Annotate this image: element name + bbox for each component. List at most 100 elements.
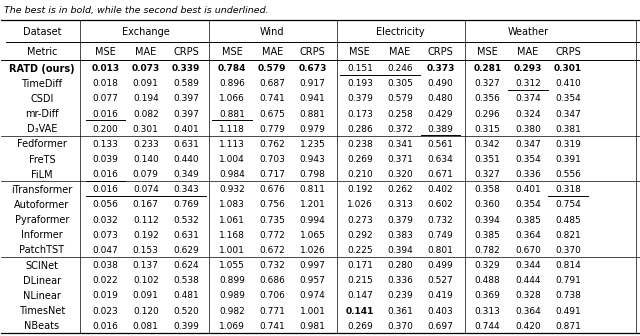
Text: 1.066: 1.066 — [219, 94, 245, 103]
Text: 0.491: 0.491 — [556, 306, 581, 316]
Text: 0.527: 0.527 — [428, 276, 453, 285]
Text: 0.238: 0.238 — [347, 140, 372, 149]
Text: 0.151: 0.151 — [347, 64, 372, 73]
Text: 0.167: 0.167 — [133, 201, 159, 209]
Text: 0.364: 0.364 — [515, 231, 541, 240]
Text: 0.369: 0.369 — [475, 291, 500, 300]
Text: 0.391: 0.391 — [555, 155, 581, 164]
Text: 0.982: 0.982 — [219, 306, 245, 316]
Text: RATD (ours): RATD (ours) — [9, 64, 75, 74]
Text: 0.360: 0.360 — [475, 201, 500, 209]
Text: 0.762: 0.762 — [259, 140, 285, 149]
Text: 0.634: 0.634 — [428, 155, 453, 164]
Text: 0.732: 0.732 — [428, 216, 453, 225]
Text: 0.706: 0.706 — [259, 291, 285, 300]
Text: 0.073: 0.073 — [93, 231, 118, 240]
Text: 0.269: 0.269 — [347, 155, 372, 164]
Text: 0.141: 0.141 — [346, 306, 374, 316]
Text: 0.233: 0.233 — [133, 140, 159, 149]
Text: Exchange: Exchange — [122, 27, 170, 37]
Text: 0.364: 0.364 — [515, 306, 541, 316]
Text: 0.380: 0.380 — [515, 125, 541, 134]
Text: 0.754: 0.754 — [556, 201, 581, 209]
Text: 0.811: 0.811 — [300, 185, 326, 194]
Text: 1.083: 1.083 — [219, 201, 245, 209]
Text: 0.403: 0.403 — [428, 306, 453, 316]
Text: 0.480: 0.480 — [428, 94, 453, 103]
Text: 0.499: 0.499 — [428, 261, 453, 270]
Text: 0.354: 0.354 — [515, 201, 541, 209]
Text: 1.069: 1.069 — [219, 322, 245, 331]
Text: 0.215: 0.215 — [347, 276, 372, 285]
Text: 0.082: 0.082 — [133, 110, 159, 119]
Text: 0.686: 0.686 — [259, 276, 285, 285]
Text: 0.194: 0.194 — [133, 94, 159, 103]
Text: 0.133: 0.133 — [93, 140, 118, 149]
Text: 0.673: 0.673 — [298, 64, 327, 73]
Text: 0.305: 0.305 — [387, 79, 413, 88]
Text: 0.347: 0.347 — [556, 110, 581, 119]
Text: 0.327: 0.327 — [475, 170, 500, 179]
Text: 1.026: 1.026 — [300, 246, 325, 255]
Text: 0.077: 0.077 — [93, 94, 118, 103]
Text: 0.738: 0.738 — [555, 291, 581, 300]
Text: PatchTST: PatchTST — [19, 245, 65, 255]
Text: 0.979: 0.979 — [300, 125, 326, 134]
Text: 0.318: 0.318 — [555, 185, 581, 194]
Text: NLinear: NLinear — [23, 291, 61, 301]
Text: 0.772: 0.772 — [259, 231, 285, 240]
Text: 0.315: 0.315 — [475, 125, 500, 134]
Text: MAE: MAE — [517, 47, 538, 57]
Text: 0.798: 0.798 — [300, 170, 326, 179]
Text: 0.301: 0.301 — [133, 125, 159, 134]
Text: 0.629: 0.629 — [173, 246, 199, 255]
Text: 0.624: 0.624 — [173, 261, 199, 270]
Text: 0.328: 0.328 — [515, 291, 541, 300]
Text: 0.120: 0.120 — [133, 306, 159, 316]
Text: 0.735: 0.735 — [259, 216, 285, 225]
Text: 0.336: 0.336 — [515, 170, 541, 179]
Text: 0.313: 0.313 — [387, 201, 413, 209]
Text: 0.397: 0.397 — [173, 110, 199, 119]
Text: 0.225: 0.225 — [347, 246, 372, 255]
Text: 0.871: 0.871 — [555, 322, 581, 331]
Text: 0.917: 0.917 — [300, 79, 326, 88]
Text: 0.389: 0.389 — [428, 125, 453, 134]
Text: 0.354: 0.354 — [515, 155, 541, 164]
Text: 0.394: 0.394 — [475, 216, 500, 225]
Text: 0.349: 0.349 — [173, 170, 199, 179]
Text: 0.671: 0.671 — [428, 170, 453, 179]
Text: 0.246: 0.246 — [387, 64, 413, 73]
Text: 0.602: 0.602 — [428, 201, 453, 209]
Text: 0.032: 0.032 — [93, 216, 118, 225]
Text: 0.343: 0.343 — [173, 185, 199, 194]
Text: 0.410: 0.410 — [556, 79, 581, 88]
Text: 0.896: 0.896 — [219, 79, 245, 88]
Text: 0.372: 0.372 — [387, 125, 413, 134]
Text: 0.676: 0.676 — [259, 185, 285, 194]
Text: 0.370: 0.370 — [555, 246, 581, 255]
Text: 0.749: 0.749 — [428, 231, 453, 240]
Text: 0.262: 0.262 — [387, 185, 413, 194]
Text: 0.672: 0.672 — [259, 246, 285, 255]
Text: TimeDiff: TimeDiff — [22, 79, 63, 89]
Text: 0.320: 0.320 — [387, 170, 413, 179]
Text: 0.440: 0.440 — [173, 155, 199, 164]
Text: mr-Diff: mr-Diff — [25, 109, 59, 119]
Text: 0.981: 0.981 — [300, 322, 326, 331]
Text: 0.373: 0.373 — [426, 64, 454, 73]
Text: NBeats: NBeats — [24, 321, 60, 331]
Text: 0.358: 0.358 — [475, 185, 500, 194]
Text: 0.394: 0.394 — [387, 246, 413, 255]
Text: MAE: MAE — [262, 47, 283, 57]
Text: MSE: MSE — [221, 47, 243, 57]
Text: 0.402: 0.402 — [428, 185, 453, 194]
Text: CRPS: CRPS — [173, 47, 199, 57]
Text: 0.429: 0.429 — [428, 110, 453, 119]
Text: 0.354: 0.354 — [556, 94, 581, 103]
Text: 0.974: 0.974 — [300, 291, 325, 300]
Text: 0.687: 0.687 — [259, 79, 285, 88]
Text: 0.932: 0.932 — [219, 185, 245, 194]
Text: 0.383: 0.383 — [387, 231, 413, 240]
Text: 0.327: 0.327 — [475, 79, 500, 88]
